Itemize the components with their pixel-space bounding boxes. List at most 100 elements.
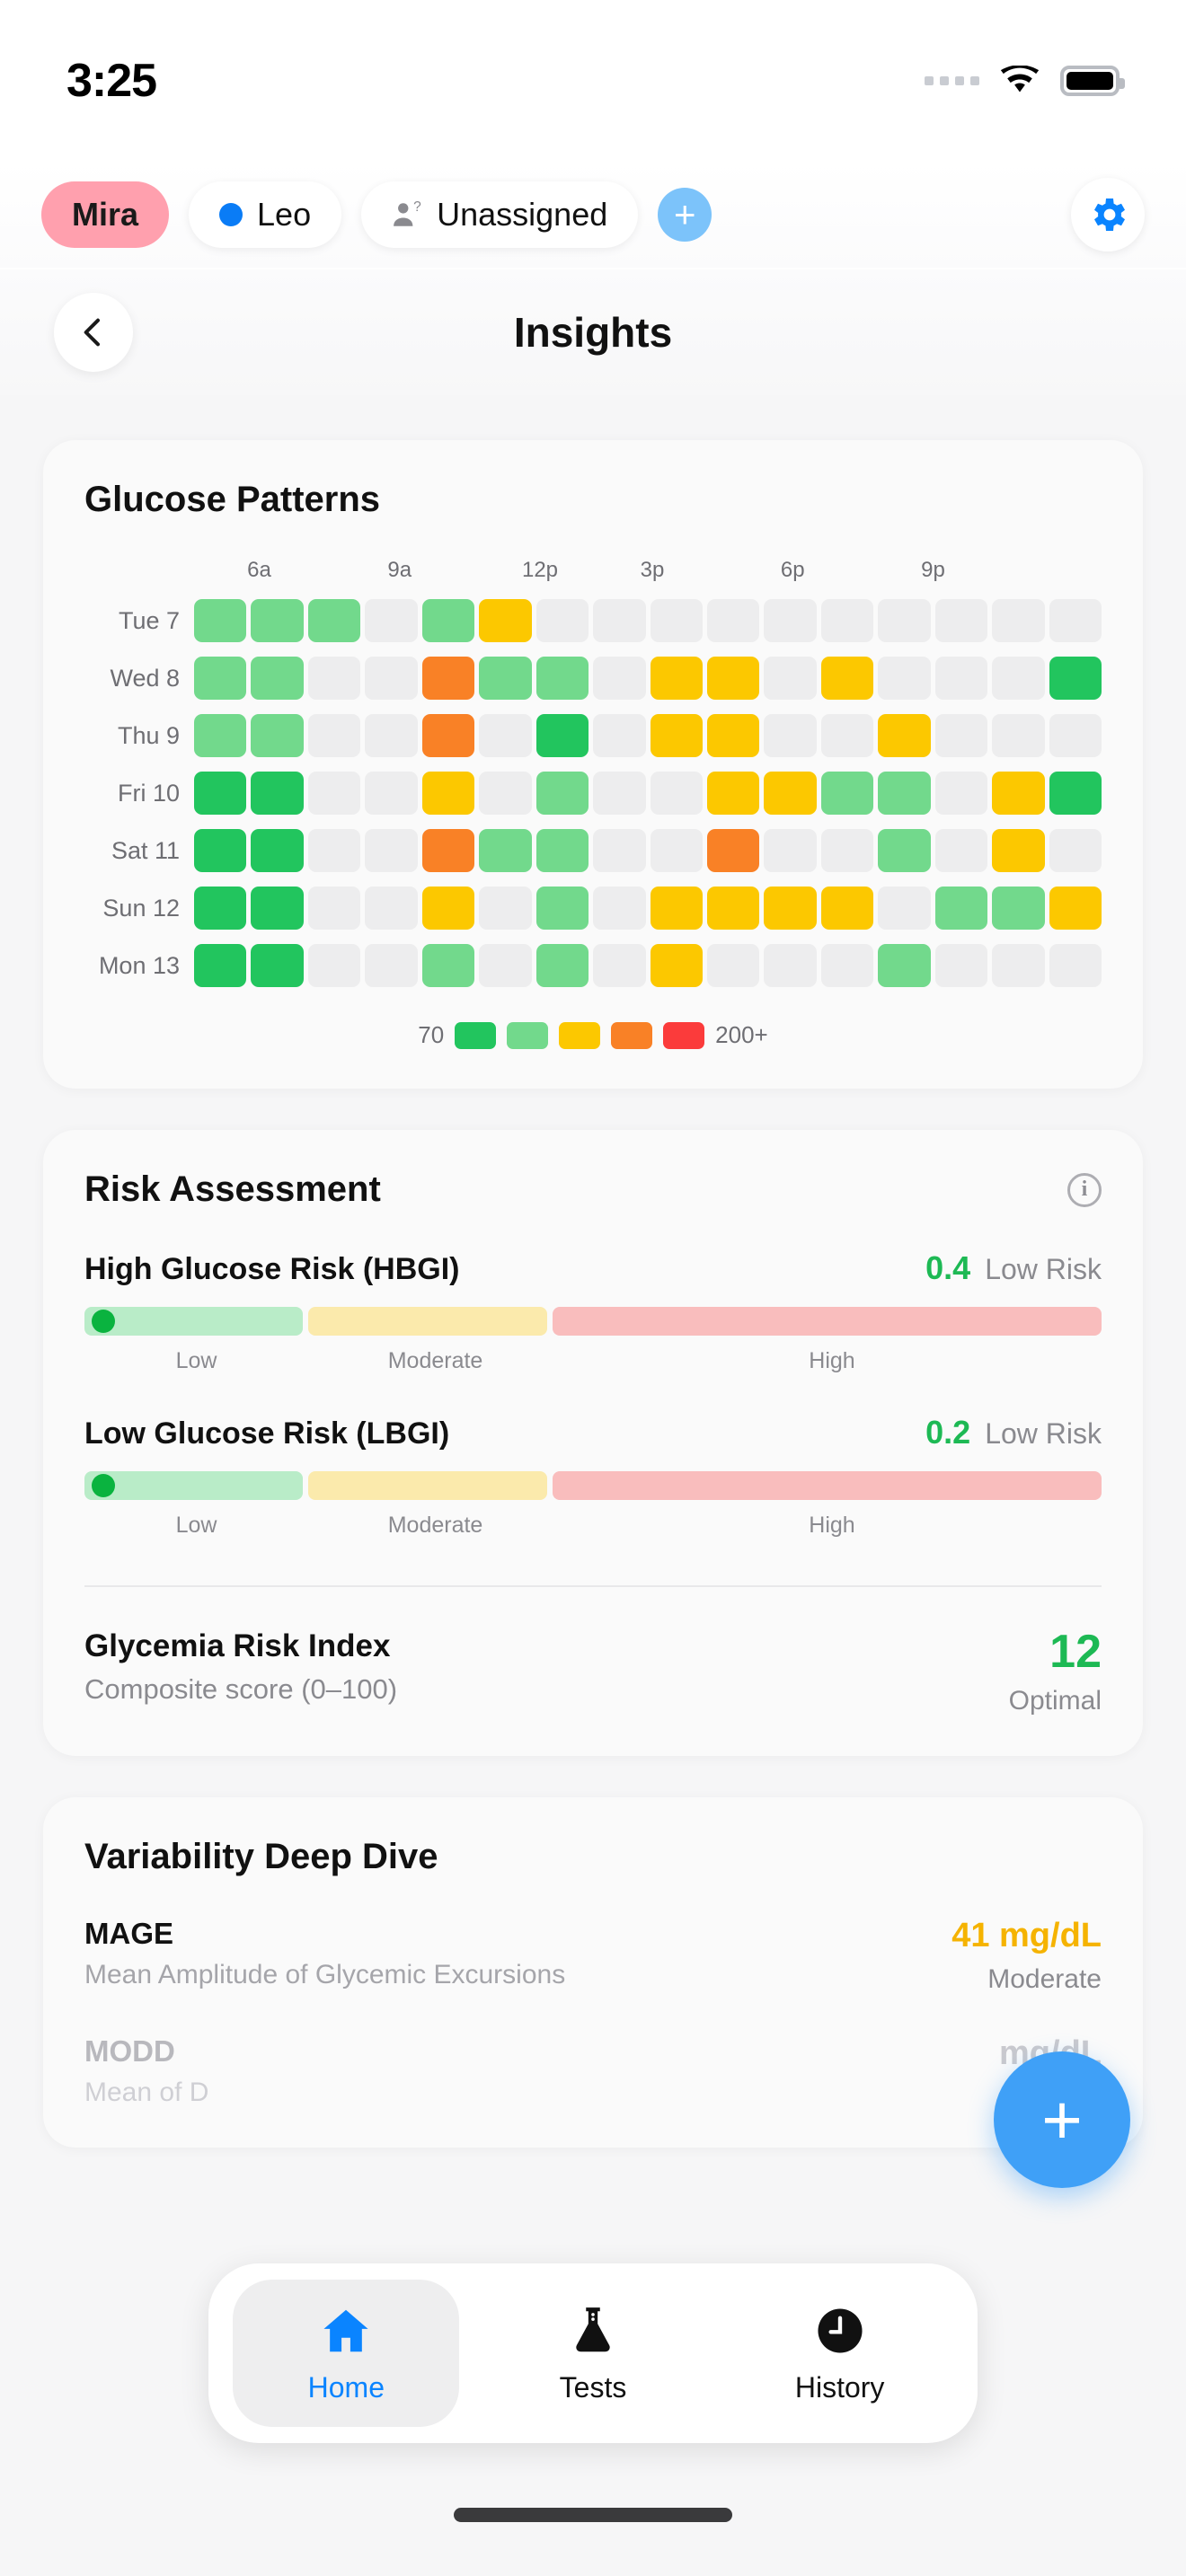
heatmap-cell[interactable] — [194, 772, 247, 815]
add-profile-button[interactable]: + — [658, 188, 712, 242]
heatmap-cell[interactable] — [365, 944, 418, 987]
heatmap-cell[interactable] — [365, 772, 418, 815]
heatmap-cell[interactable] — [820, 599, 874, 642]
heatmap-cell[interactable] — [820, 714, 874, 757]
heatmap-cell[interactable] — [878, 887, 931, 930]
heatmap-cell[interactable] — [650, 599, 703, 642]
profile-chip-leo[interactable]: Leo — [189, 181, 342, 248]
heatmap-cell[interactable] — [992, 714, 1045, 757]
heatmap-cell[interactable] — [194, 944, 247, 987]
heatmap-cell[interactable] — [479, 599, 532, 642]
heatmap-cell[interactable] — [535, 829, 589, 872]
heatmap-cell[interactable] — [535, 772, 589, 815]
heatmap-cell[interactable] — [1049, 829, 1102, 872]
heatmap-cell[interactable] — [820, 772, 874, 815]
heatmap-cell[interactable] — [1049, 944, 1102, 987]
info-icon[interactable]: i — [1067, 1172, 1102, 1207]
heatmap-cell[interactable] — [992, 599, 1045, 642]
heatmap-cell[interactable] — [650, 887, 703, 930]
heatmap-cell[interactable] — [421, 657, 475, 700]
heatmap-cell[interactable] — [479, 714, 532, 757]
heatmap-cell[interactable] — [365, 829, 418, 872]
heatmap-cell[interactable] — [593, 944, 646, 987]
tab-tests[interactable]: Tests — [480, 2280, 706, 2427]
heatmap-cell[interactable] — [307, 599, 361, 642]
heatmap-cell[interactable] — [307, 944, 361, 987]
heatmap-cell[interactable] — [421, 714, 475, 757]
heatmap-cell[interactable] — [421, 829, 475, 872]
heatmap-cell[interactable] — [307, 829, 361, 872]
heatmap-cell[interactable] — [820, 657, 874, 700]
heatmap-cell[interactable] — [706, 944, 760, 987]
heatmap-cell[interactable] — [934, 657, 988, 700]
heatmap-cell[interactable] — [251, 829, 304, 872]
heatmap-cell[interactable] — [593, 887, 646, 930]
heatmap-cell[interactable] — [934, 887, 988, 930]
heatmap-cell[interactable] — [251, 887, 304, 930]
heatmap-cell[interactable] — [421, 599, 475, 642]
heatmap-cell[interactable] — [650, 772, 703, 815]
heatmap-cell[interactable] — [764, 599, 817, 642]
heatmap-cell[interactable] — [593, 599, 646, 642]
heatmap-cell[interactable] — [992, 772, 1045, 815]
heatmap-cell[interactable] — [650, 944, 703, 987]
heatmap-cell[interactable] — [421, 887, 475, 930]
heatmap-cell[interactable] — [365, 599, 418, 642]
heatmap-cell[interactable] — [650, 829, 703, 872]
heatmap-cell[interactable] — [1049, 714, 1102, 757]
heatmap-cell[interactable] — [820, 944, 874, 987]
heatmap-cell[interactable] — [251, 772, 304, 815]
heatmap-cell[interactable] — [251, 944, 304, 987]
add-entry-fab[interactable]: + — [994, 2051, 1130, 2188]
heatmap-cell[interactable] — [307, 657, 361, 700]
heatmap-cell[interactable] — [365, 887, 418, 930]
heatmap-cell[interactable] — [421, 944, 475, 987]
heatmap-cell[interactable] — [878, 657, 931, 700]
heatmap-cell[interactable] — [992, 829, 1045, 872]
heatmap-cell[interactable] — [1049, 657, 1102, 700]
heatmap-cell[interactable] — [593, 772, 646, 815]
heatmap-cell[interactable] — [535, 944, 589, 987]
tab-home[interactable]: Home — [233, 2280, 460, 2427]
heatmap-cell[interactable] — [479, 887, 532, 930]
heatmap-cell[interactable] — [535, 599, 589, 642]
heatmap-cell[interactable] — [820, 887, 874, 930]
heatmap-cell[interactable] — [878, 714, 931, 757]
heatmap-cell[interactable] — [535, 887, 589, 930]
heatmap-cell[interactable] — [194, 887, 247, 930]
heatmap-cell[interactable] — [251, 599, 304, 642]
heatmap-cell[interactable] — [650, 714, 703, 757]
heatmap-cell[interactable] — [764, 772, 817, 815]
heatmap-cell[interactable] — [934, 714, 988, 757]
heatmap-cell[interactable] — [194, 714, 247, 757]
heatmap-cell[interactable] — [251, 657, 304, 700]
heatmap-cell[interactable] — [878, 944, 931, 987]
heatmap-cell[interactable] — [365, 657, 418, 700]
heatmap-cell[interactable] — [365, 714, 418, 757]
heatmap-cell[interactable] — [1049, 772, 1102, 815]
heatmap-cell[interactable] — [194, 829, 247, 872]
heatmap-cell[interactable] — [934, 599, 988, 642]
heatmap-cell[interactable] — [878, 829, 931, 872]
heatmap-cell[interactable] — [479, 944, 532, 987]
heatmap-cell[interactable] — [934, 772, 988, 815]
heatmap-cell[interactable] — [764, 657, 817, 700]
heatmap-cell[interactable] — [992, 887, 1045, 930]
profile-chip-mira[interactable]: Mira — [41, 181, 170, 248]
profile-chip-unassigned[interactable]: ? Unassigned — [361, 181, 639, 248]
heatmap-cell[interactable] — [194, 657, 247, 700]
heatmap-cell[interactable] — [307, 772, 361, 815]
heatmap-cell[interactable] — [764, 944, 817, 987]
heatmap-cell[interactable] — [251, 714, 304, 757]
heatmap-cell[interactable] — [479, 657, 532, 700]
heatmap-cell[interactable] — [764, 714, 817, 757]
heatmap-cell[interactable] — [934, 829, 988, 872]
heatmap-cell[interactable] — [307, 714, 361, 757]
heatmap-cell[interactable] — [934, 944, 988, 987]
heatmap-cell[interactable] — [479, 829, 532, 872]
heatmap-cell[interactable] — [878, 599, 931, 642]
heatmap-cell[interactable] — [1049, 887, 1102, 930]
heatmap-cell[interactable] — [593, 829, 646, 872]
heatmap-cell[interactable] — [992, 657, 1045, 700]
heatmap-cell[interactable] — [1049, 599, 1102, 642]
